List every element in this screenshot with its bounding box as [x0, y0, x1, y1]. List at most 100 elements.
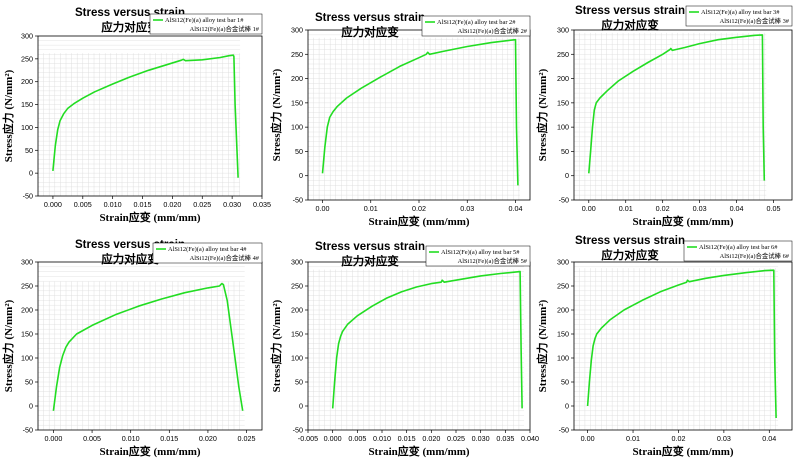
y-tick-label: 100 — [291, 354, 303, 363]
y-tick-label: 150 — [291, 98, 303, 107]
x-tick-label: 0.03 — [460, 204, 474, 213]
y-tick-label: -50 — [293, 426, 303, 435]
y-tick-label: 50 — [295, 147, 303, 156]
y-tick-label: 100 — [21, 123, 33, 132]
x-axis-label: Strain应变 (mm/mm) — [99, 210, 200, 224]
chart-title: Stress versus strain — [315, 241, 425, 253]
series-line — [321, 38, 519, 186]
plot-frame — [573, 261, 793, 431]
y-tick-label: 150 — [291, 330, 303, 339]
x-tick-label: 0.000 — [44, 200, 62, 209]
series-line — [588, 34, 766, 181]
y-tick-label: 100 — [21, 354, 33, 363]
x-tick-label: 0.04 — [762, 434, 776, 443]
series-line — [331, 270, 523, 409]
legend-box — [683, 240, 793, 262]
y-axis-label: Stress应力 (N/mm²) — [1, 69, 15, 162]
x-tick-label: 0.005 — [348, 434, 366, 443]
y-tick-label: 200 — [557, 74, 569, 83]
chart-title: Stress versus strain — [575, 5, 685, 17]
legend-entry-cn: AlSi12(Fe)(a)合金试棒 6# — [720, 251, 790, 260]
x-tick-label: 0.035 — [496, 434, 514, 443]
x-tick-label: 0.05 — [767, 204, 781, 213]
legend-entry-cn: AlSi12(Fe)(a)合金试棒 5# — [458, 256, 528, 265]
y-tick-label: 50 — [25, 146, 33, 155]
y-axis-label: Stress应力 (N/mm²) — [535, 68, 549, 161]
y-tick-label: -50 — [293, 196, 303, 205]
y-tick-label: -50 — [23, 426, 33, 435]
x-tick-label: 0.03 — [693, 204, 707, 213]
y-tick-label: 50 — [295, 378, 303, 387]
x-tick-label: 0.025 — [193, 200, 211, 209]
y-tick-label: 100 — [557, 354, 569, 363]
legend-entry: AlSi12(Fe)(a) alloy test bar 6# — [699, 244, 778, 251]
y-tick-label: 200 — [291, 306, 303, 315]
legend-entry-cn: AlSi12(Fe)(a)合金试棒 2# — [458, 26, 528, 35]
y-tick-label: 300 — [291, 26, 303, 35]
legend-entry: AlSi12(Fe)(a) alloy test bar 5# — [441, 249, 520, 256]
y-tick-label: 0 — [29, 169, 33, 178]
x-tick-label: 0.015 — [160, 434, 178, 443]
x-tick-label: 0.015 — [134, 200, 152, 209]
series-line — [586, 269, 777, 419]
y-tick-label: -50 — [559, 426, 569, 435]
legend-box — [425, 245, 531, 267]
y-tick-label: 150 — [21, 100, 33, 109]
y-tick-label: 150 — [557, 330, 569, 339]
x-tick-label: 0.020 — [422, 434, 440, 443]
x-tick-label: 0.02 — [656, 204, 670, 213]
x-tick-label: 0.010 — [122, 434, 140, 443]
chart-title: Stress versus strain — [575, 235, 685, 247]
y-tick-label: 0 — [565, 402, 569, 411]
y-tick-label: 300 — [21, 32, 33, 41]
y-tick-label: 300 — [21, 258, 33, 267]
y-tick-label: 250 — [21, 282, 33, 291]
x-tick-label: -0.005 — [298, 434, 318, 443]
legend-entry: AlSi12(Fe)(a) alloy test bar 3# — [701, 9, 780, 16]
y-tick-label: 100 — [557, 123, 569, 132]
chart-title: Stress versus strain — [315, 12, 425, 24]
y-tick-label: 200 — [21, 77, 33, 86]
y-tick-label: -50 — [23, 192, 33, 201]
plot-frame — [37, 35, 263, 197]
chart-subtitle: 应力对应变 — [341, 25, 399, 39]
x-tick-label: 0.030 — [472, 434, 490, 443]
y-tick-label: 0 — [29, 402, 33, 411]
x-tick-label: 0.010 — [104, 200, 122, 209]
y-axis-label: Stress应力 (N/mm²) — [269, 299, 283, 392]
chart-subtitle: 应力对应变 — [601, 18, 659, 32]
x-tick-label: 0.00 — [581, 434, 595, 443]
chart-panel-3: 0.00 0.01 0.02 0.03 0.04 0.05 -50 0 50 100 150 200 2… — [535, 5, 793, 228]
chart-panel-2: 0.00 0.01 0.02 0.03 0.04 -50 0 50 100 150 200 250 30… — [269, 12, 531, 228]
x-tick-label: 0.00 — [582, 204, 596, 213]
y-tick-label: 300 — [557, 26, 569, 35]
x-tick-label: 0.000 — [324, 434, 342, 443]
legend-box — [152, 242, 263, 264]
y-tick-label: 50 — [561, 147, 569, 156]
x-tick-label: 0.010 — [373, 434, 391, 443]
series-line — [52, 282, 244, 411]
y-tick-label: 0 — [299, 402, 303, 411]
x-tick-label: 0.030 — [223, 200, 241, 209]
x-tick-label: 0.000 — [44, 434, 62, 443]
legend: AlSi12(Fe)(a) alloy test bar 4#AlSi12(Fe… — [152, 242, 263, 264]
y-axis-label: Stress应力 (N/mm²) — [1, 299, 15, 392]
y-tick-label: 200 — [557, 306, 569, 315]
x-tick-label: 0.025 — [447, 434, 465, 443]
chart-panel-4: 0.000 0.005 0.010 0.015 0.020 0.025 -50 0 50 100 1… — [1, 239, 263, 458]
chart-panel-1: 0.000 0.005 0.010 0.015 0.020 0.025 0.030 0.035… — [1, 7, 271, 224]
x-tick-label: 0.02 — [412, 204, 426, 213]
x-axis-label: Strain应变 (mm/mm) — [632, 214, 733, 228]
legend: AlSi12(Fe)(a) alloy test bar 6#AlSi12(Fe… — [683, 240, 793, 262]
legend-box — [149, 13, 263, 35]
x-axis-label: Strain应变 (mm/mm) — [632, 444, 733, 458]
y-tick-label: 100 — [291, 123, 303, 132]
legend-entry: AlSi12(Fe)(a) alloy test bar 4# — [168, 246, 247, 253]
y-tick-label: 250 — [291, 282, 303, 291]
series-line — [52, 54, 239, 178]
chart-panel-6: 0.00 0.01 0.02 0.03 0.04 -50 0 50 100 150 200 250 30… — [535, 235, 793, 458]
legend-entry-cn: AlSi12(Fe)(a)合金试棒 4# — [190, 253, 260, 262]
legend: AlSi12(Fe)(a) alloy test bar 5#AlSi12(Fe… — [425, 245, 531, 267]
x-tick-label: 0.040 — [521, 434, 539, 443]
